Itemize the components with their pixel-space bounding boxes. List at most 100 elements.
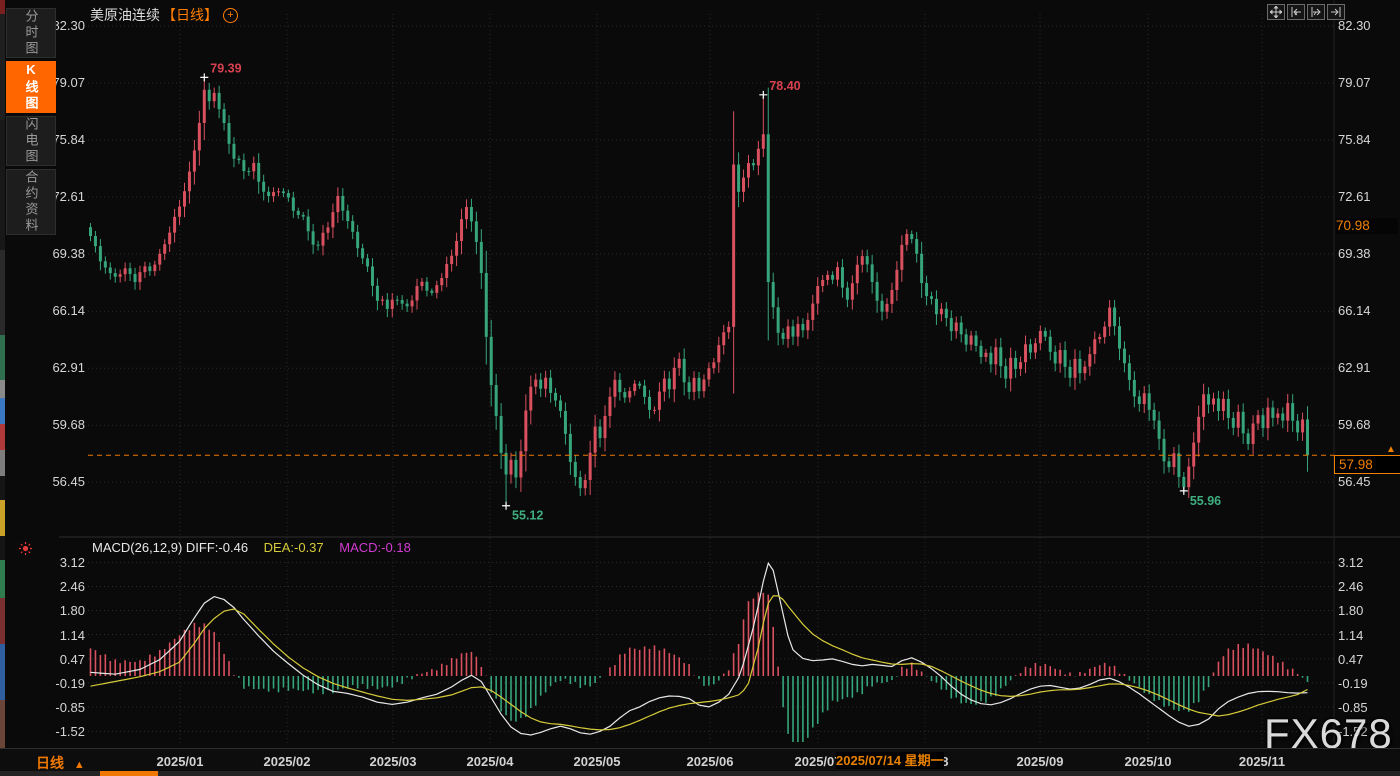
candle[interactable] (306, 216, 310, 232)
candle[interactable] (1162, 438, 1166, 462)
candle[interactable] (509, 459, 513, 475)
candle[interactable] (1019, 362, 1023, 369)
candle[interactable] (771, 282, 775, 308)
candle[interactable] (544, 377, 548, 389)
candles-layer[interactable] (89, 76, 1309, 506)
candle[interactable] (1048, 336, 1052, 352)
candle[interactable] (1127, 363, 1131, 380)
candle[interactable] (1246, 433, 1250, 444)
candle[interactable] (885, 303, 889, 312)
period-selector[interactable]: 日线 ▲ (36, 753, 85, 773)
candle[interactable] (648, 396, 652, 410)
candle[interactable] (845, 287, 849, 300)
candle[interactable] (1108, 307, 1112, 327)
candle[interactable] (573, 461, 577, 478)
candle[interactable] (375, 285, 379, 301)
scroll-with-data-icon[interactable] (1307, 4, 1325, 20)
candle[interactable] (1058, 350, 1062, 364)
candle[interactable] (578, 477, 582, 489)
candle[interactable] (539, 379, 543, 389)
candle[interactable] (366, 258, 370, 267)
candle[interactable] (1073, 358, 1077, 378)
candle[interactable] (1083, 366, 1087, 374)
candle[interactable] (662, 378, 666, 392)
candle[interactable] (197, 122, 201, 151)
candle[interactable] (840, 267, 844, 288)
sidebar-tab-kline[interactable]: K线图 (6, 61, 56, 113)
candle[interactable] (1276, 413, 1280, 418)
candle[interactable] (677, 358, 681, 368)
candle[interactable] (1296, 420, 1300, 433)
candle[interactable] (1063, 350, 1067, 367)
sidebar-tab-timeline[interactable]: 分时图 (6, 8, 56, 58)
candle[interactable] (499, 415, 503, 453)
candle[interactable] (1132, 379, 1136, 397)
candle[interactable] (163, 244, 167, 254)
candle[interactable] (187, 171, 191, 192)
candle[interactable] (247, 171, 251, 173)
candle[interactable] (524, 410, 528, 452)
candle[interactable] (900, 244, 904, 270)
candle[interactable] (994, 347, 998, 365)
candle[interactable] (440, 278, 444, 286)
candle[interactable] (469, 206, 473, 222)
pan-crosshair-icon[interactable] (1267, 4, 1285, 20)
candle[interactable] (1122, 348, 1126, 364)
candle[interactable] (514, 459, 518, 478)
candle[interactable] (420, 281, 424, 287)
candle[interactable] (158, 253, 162, 265)
candle[interactable] (1301, 419, 1305, 433)
candle[interactable] (593, 426, 597, 453)
candle[interactable] (712, 362, 716, 369)
candle[interactable] (1033, 343, 1037, 353)
candle[interactable] (855, 264, 859, 284)
candle[interactable] (380, 299, 384, 301)
candle[interactable] (915, 239, 919, 254)
candle[interactable] (257, 162, 261, 182)
candle[interactable] (415, 286, 419, 301)
candle[interactable] (1271, 407, 1275, 418)
candle[interactable] (652, 409, 656, 411)
candle[interactable] (697, 377, 701, 392)
candle[interactable] (831, 274, 835, 280)
candle[interactable] (1157, 420, 1161, 439)
candle[interactable] (964, 334, 968, 345)
candle[interactable] (98, 246, 102, 262)
candle[interactable] (989, 352, 993, 365)
candle[interactable] (178, 206, 182, 217)
candle[interactable] (791, 326, 795, 337)
candle[interactable] (1192, 442, 1196, 467)
candle[interactable] (1216, 398, 1220, 412)
candle[interactable] (133, 273, 137, 283)
candle[interactable] (455, 240, 459, 256)
candle[interactable] (826, 274, 830, 280)
candle[interactable] (1014, 357, 1018, 369)
sidebar-tab-lightning[interactable]: 闪电图 (6, 116, 56, 166)
candle[interactable] (192, 150, 196, 172)
candle[interactable] (806, 319, 810, 331)
candle[interactable] (558, 400, 562, 411)
candle[interactable] (702, 379, 706, 392)
candle[interactable] (727, 326, 731, 333)
candle[interactable] (272, 192, 276, 197)
candle[interactable] (895, 269, 899, 291)
candle[interactable] (1137, 396, 1141, 405)
candle[interactable] (816, 286, 820, 304)
candle[interactable] (934, 298, 938, 315)
candle[interactable] (1241, 411, 1245, 434)
candle[interactable] (1251, 423, 1255, 444)
candle[interactable] (1281, 413, 1285, 421)
candle[interactable] (875, 281, 879, 301)
candle[interactable] (89, 227, 92, 237)
candle[interactable] (1226, 398, 1230, 418)
candle[interactable] (425, 281, 429, 291)
candle[interactable] (148, 266, 152, 272)
candle[interactable] (93, 236, 97, 247)
candle[interactable] (836, 267, 840, 280)
candle[interactable] (930, 296, 934, 299)
add-indicator-icon[interactable]: + (223, 7, 238, 23)
candle[interactable] (1118, 326, 1122, 349)
candle[interactable] (865, 256, 869, 265)
candle[interactable] (860, 256, 864, 265)
candle[interactable] (613, 379, 617, 397)
